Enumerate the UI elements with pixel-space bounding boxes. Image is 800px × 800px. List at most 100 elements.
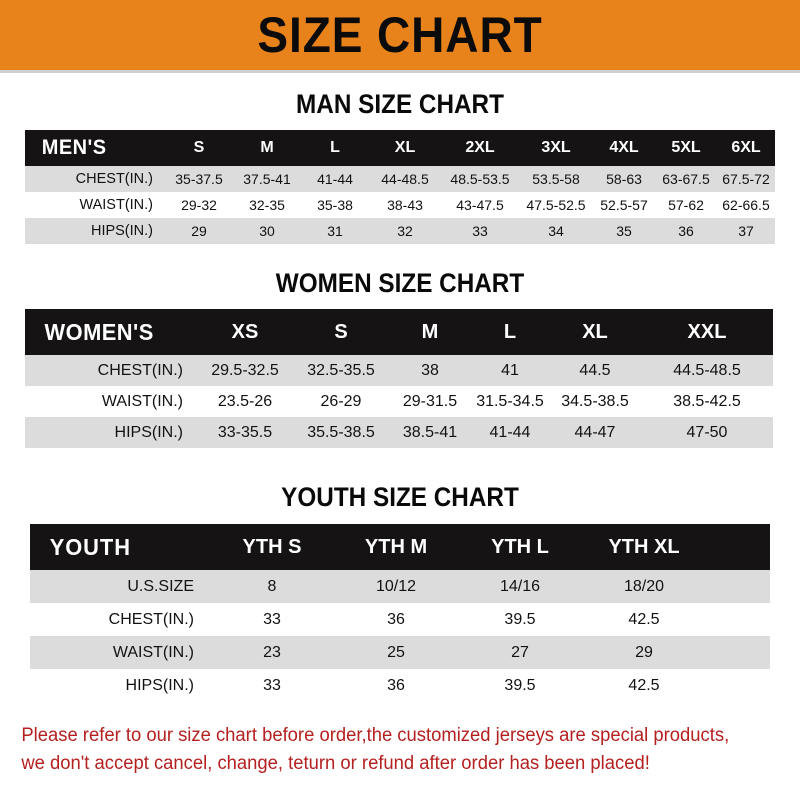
youth-cell-2-3: 29 (635, 643, 653, 661)
women-cell-2-4: 44-47 (574, 423, 616, 441)
youth-cell-2-1: 25 (387, 643, 405, 661)
table-row: WAIST(IN.) 23 25 27 29 (30, 636, 770, 669)
man-cell-2-3: 32 (397, 223, 413, 239)
table-row: WAIST(IN.) 23.5-26 26-29 29-31.5 31.5-34… (25, 386, 773, 417)
women-size-table-wrapper: WOMEN'S XS S M L XL XXL CHEST(IN.) 29.5-… (25, 309, 800, 448)
man-size-table-wrapper: MEN'S S M L XL 2XL 3XL 4XL 5XL 6XL CHEST… (25, 130, 800, 244)
women-size-col-3: L (503, 320, 517, 343)
man-size-col-7: 5XL (671, 139, 701, 156)
women-row-label-2: HIPS(IN.) (114, 423, 183, 441)
youth-cell-1-3: 42.5 (628, 610, 660, 628)
women-cell-2-0: 33-35.5 (217, 423, 273, 441)
youth-row-spacer (706, 636, 770, 669)
women-header-label: WOMEN'S (44, 318, 154, 345)
women-cell-0-1: 32.5-35.5 (307, 361, 375, 379)
youth-cell-3-0: 33 (263, 676, 281, 694)
man-cell-1-6: 52.5-57 (600, 197, 648, 213)
disclaimer-line-2: we don't accept cancel, change, teturn o… (21, 752, 650, 774)
youth-cell-1-2: 39.5 (504, 610, 536, 628)
man-row-label-0: CHEST(IN.) (75, 171, 153, 187)
women-cell-2-5: 47-50 (686, 423, 728, 441)
women-cell-0-0: 29.5-32.5 (211, 361, 279, 379)
man-cell-2-6: 35 (616, 223, 632, 239)
man-size-col-3: XL (394, 139, 416, 156)
man-cell-1-4: 43-47.5 (456, 197, 504, 213)
youth-cell-2-2: 27 (511, 643, 529, 661)
man-row-label-2: HIPS(IN.) (90, 223, 153, 239)
table-row: HIPS(IN.) 33 36 39.5 42.5 (30, 669, 770, 702)
man-cell-2-1: 30 (259, 223, 275, 239)
youth-row-label-2: WAIST(IN.) (112, 643, 194, 661)
table-row: CHEST(IN.) 33 36 39.5 42.5 (30, 603, 770, 636)
youth-cell-0-2: 14/16 (499, 577, 541, 595)
women-size-col-5: XXL (687, 320, 727, 343)
women-cell-2-1: 35.5-38.5 (307, 423, 375, 441)
table-row: HIPS(IN.) 29 30 31 32 33 34 35 36 37 (25, 218, 775, 244)
youth-cell-1-1: 36 (387, 610, 405, 628)
banner-divider (0, 70, 800, 73)
man-cell-1-8: 62-66.5 (722, 197, 770, 213)
women-cell-1-4: 34.5-38.5 (561, 392, 629, 410)
women-cell-2-3: 41-44 (489, 423, 531, 441)
man-cell-0-0: 35-37.5 (175, 171, 223, 187)
man-cell-2-2: 31 (327, 223, 343, 239)
youth-size-table-wrapper: YOUTH YTH S YTH M YTH L YTH XL U.S.SIZE … (30, 524, 800, 702)
man-cell-2-0: 29 (191, 223, 207, 239)
women-size-col-4: XL (582, 320, 608, 343)
man-cell-0-6: 58-63 (606, 171, 642, 187)
man-cell-0-1: 37.5-41 (243, 171, 291, 187)
man-size-table: MEN'S S M L XL 2XL 3XL 4XL 5XL 6XL CHEST… (25, 130, 775, 244)
youth-row-spacer (706, 603, 770, 636)
women-row-label-1: WAIST(IN.) (101, 392, 183, 410)
women-cell-1-2: 29-31.5 (402, 392, 458, 410)
man-cell-0-2: 41-44 (317, 171, 353, 187)
man-size-col-8: 6XL (731, 139, 761, 156)
youth-size-col-0: YTH S (242, 535, 302, 558)
man-cell-1-2: 35-38 (317, 197, 353, 213)
women-cell-1-0: 23.5-26 (217, 392, 273, 410)
youth-size-col-1: YTH M (364, 535, 428, 558)
youth-size-table: YOUTH YTH S YTH M YTH L YTH XL U.S.SIZE … (30, 524, 770, 702)
youth-cell-1-0: 33 (263, 610, 281, 628)
youth-header-spacer (706, 524, 770, 570)
man-cell-0-7: 63-67.5 (662, 171, 710, 187)
youth-table-header-row: YOUTH YTH S YTH M YTH L YTH XL (30, 524, 770, 570)
man-cell-1-5: 47.5-52.5 (526, 197, 586, 213)
man-section-title: MAN SIZE CHART (296, 89, 504, 119)
youth-size-col-2: YTH L (491, 535, 549, 558)
women-size-table: WOMEN'S XS S M L XL XXL CHEST(IN.) 29.5-… (25, 309, 773, 448)
women-size-col-2: M (421, 320, 439, 343)
youth-cell-3-1: 36 (387, 676, 405, 694)
women-row-label-0: CHEST(IN.) (97, 361, 183, 379)
size-chart-banner: SIZE CHART (0, 0, 800, 70)
man-cell-1-0: 29-32 (181, 197, 217, 213)
man-size-col-5: 3XL (541, 139, 571, 156)
man-cell-0-3: 44-48.5 (381, 171, 429, 187)
man-cell-0-5: 53.5-58 (532, 171, 580, 187)
youth-cell-3-2: 39.5 (504, 676, 536, 694)
man-header-label: MEN'S (41, 136, 107, 159)
man-cell-1-7: 57-62 (668, 197, 704, 213)
table-row: HIPS(IN.) 33-35.5 35.5-38.5 38.5-41 41-4… (25, 417, 773, 448)
youth-cell-0-1: 10/12 (375, 577, 417, 595)
man-cell-0-4: 48.5-53.5 (450, 171, 510, 187)
man-cell-2-8: 37 (738, 223, 754, 239)
youth-cell-2-0: 23 (263, 643, 281, 661)
women-cell-0-3: 41 (501, 361, 519, 379)
women-cell-0-4: 44.5 (579, 361, 611, 379)
women-size-col-1: S (334, 320, 348, 343)
youth-row-label-1: CHEST(IN.) (108, 610, 194, 628)
youth-row-label-3: HIPS(IN.) (125, 676, 194, 694)
disclaimer-line-1: Please refer to our size chart before or… (21, 725, 730, 746)
youth-row-spacer (706, 570, 770, 603)
youth-row-label-0: U.S.SIZE (127, 577, 194, 595)
youth-cell-3-3: 42.5 (628, 676, 660, 694)
man-cell-1-3: 38-43 (387, 197, 423, 213)
women-section-title: WOMEN SIZE CHART (275, 268, 525, 298)
youth-header-label: YOUTH (49, 533, 131, 560)
women-size-col-0: XS (231, 320, 259, 343)
man-cell-2-5: 34 (548, 223, 564, 239)
man-cell-1-1: 32-35 (249, 197, 285, 213)
women-cell-0-5: 44.5-48.5 (673, 361, 741, 379)
man-size-col-2: L (330, 139, 340, 156)
